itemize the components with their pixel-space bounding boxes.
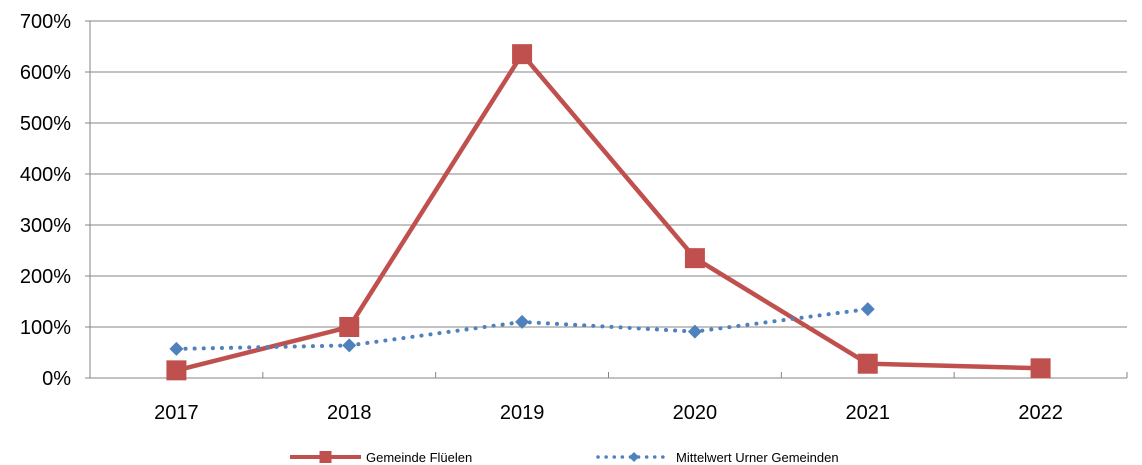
y-tick-label: 600% bbox=[20, 62, 71, 84]
series-layer bbox=[166, 44, 1051, 381]
y-tick-label: 400% bbox=[20, 164, 71, 186]
x-tick-label: 2019 bbox=[500, 402, 545, 424]
legend-item-2: Mittelwert Urner Gemeinden bbox=[596, 450, 839, 465]
legend-label: Gemeinde Flüelen bbox=[366, 450, 472, 465]
y-tick-label: 700% bbox=[20, 11, 71, 33]
axes bbox=[89, 21, 1127, 379]
data-point bbox=[339, 317, 360, 337]
data-point bbox=[512, 44, 533, 65]
x-tick-label: 2020 bbox=[673, 402, 718, 424]
x-tick-label: 2021 bbox=[846, 402, 891, 424]
y-tick-label: 300% bbox=[20, 215, 71, 237]
y-axis-ticks: 0% 100% 200% 300% 400% 500% 600% 700% bbox=[20, 11, 90, 390]
data-point bbox=[166, 360, 187, 381]
legend-label: Mittelwert Urner Gemeinden bbox=[676, 450, 839, 465]
y-tick-label: 200% bbox=[20, 266, 71, 288]
data-point bbox=[1030, 358, 1051, 379]
y-tick-label: 500% bbox=[20, 113, 71, 135]
gridlines bbox=[90, 20, 1127, 328]
x-tick-label: 2018 bbox=[327, 402, 372, 424]
data-point bbox=[857, 353, 878, 374]
legend-marker bbox=[629, 452, 639, 462]
legend: Gemeinde Flüelen Mittelwert Urner Gemeind… bbox=[290, 450, 839, 465]
y-tick-label: 0% bbox=[42, 368, 71, 390]
x-tick-label: 2022 bbox=[1018, 402, 1063, 424]
data-point bbox=[169, 341, 184, 356]
y-tick-label: 100% bbox=[20, 317, 71, 339]
data-point bbox=[342, 338, 357, 353]
x-axis-ticks: 2017 2018 2019 2020 2021 2022 bbox=[89, 372, 1128, 424]
data-point bbox=[687, 324, 702, 339]
legend-item-1: Gemeinde Flüelen bbox=[290, 450, 472, 465]
data-point bbox=[860, 302, 875, 317]
series-1 bbox=[166, 44, 1051, 381]
legend-marker bbox=[319, 451, 332, 463]
data-point bbox=[684, 248, 705, 269]
data-point bbox=[515, 314, 530, 329]
series-line bbox=[175, 50, 1041, 373]
series-2 bbox=[169, 302, 875, 356]
x-tick-label: 2017 bbox=[154, 402, 199, 424]
